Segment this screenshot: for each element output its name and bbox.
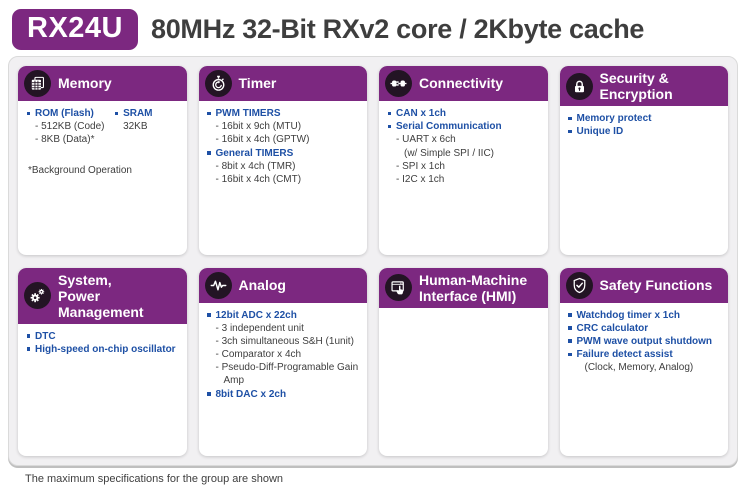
feature-item: High-speed on-chip oscillator: [25, 343, 180, 356]
card-safety-functions: Safety Functions Watchdog timer x 1ch CR…: [559, 267, 729, 456]
feature-item: Watchdog timer x 1ch: [567, 309, 722, 322]
card-body: Memory protect Unique ID: [560, 106, 729, 144]
feature-subitem: (Clock, Memory, Analog): [584, 362, 694, 374]
feature-subitem: - 8KB (Data)*: [35, 134, 95, 146]
card-title: Connectivity: [419, 75, 504, 92]
feature-subitem: - 8bit x 4ch (TMR): [215, 160, 296, 172]
card-analog: Analog 12bit ADC x 22ch - 3 independent …: [198, 267, 368, 456]
feature-subitem: - Comparator x 4ch: [215, 349, 302, 361]
memory-sram-column: SRAM 32KB: [113, 107, 179, 147]
feature-item: CRC calculator: [567, 322, 722, 335]
product-badge: RX24U: [12, 9, 138, 50]
page-title: 80MHz 32-Bit RXv2 core / 2Kbyte cache: [151, 14, 645, 44]
feature-item: CAN x 1ch: [386, 107, 541, 120]
card-title: System, Power Management: [58, 271, 144, 320]
card-system-power: System, Power Management DTC High-speed …: [18, 267, 187, 456]
gears-icon: [24, 282, 51, 310]
touch-screen-icon: [385, 274, 412, 302]
feature-subitem: (w/ Simple SPI / IIC): [404, 147, 495, 159]
feature-item: Memory protect: [567, 112, 722, 125]
feature-subitem: - 16bit x 4ch (GPTW): [215, 134, 310, 146]
card-title: Safety Functions: [599, 276, 713, 293]
card-body: PWM TIMERS - 16bit x 9ch (MTU) - 16bit x…: [199, 101, 368, 192]
card-memory: Memory ROM (Flash) - 512KB (Code) - 8KB …: [18, 66, 187, 255]
feature-subitem: - UART x 6ch: [396, 134, 456, 146]
features-panel: Memory ROM (Flash) - 512KB (Code) - 8KB …: [8, 56, 738, 466]
page-footnote: The maximum specifications for the group…: [25, 473, 284, 485]
card-safety-header: Safety Functions: [559, 267, 728, 303]
card-title: Security & Encryption: [599, 70, 673, 103]
feature-item: Serial Communication: [386, 120, 541, 133]
feature-item: Unique ID: [567, 125, 722, 138]
page-header: RX24U 80MHz 32-Bit RXv2 core / 2Kbyte ca…: [0, 0, 746, 52]
feature-item: SRAM: [113, 107, 179, 120]
card-timer-header: Timer: [198, 66, 367, 101]
feature-subitem: - SPI x 1ch: [396, 160, 445, 172]
feature-item: DTC: [25, 330, 180, 343]
feature-subitem: - 3ch simultaneous S&H (1unit): [215, 335, 354, 347]
feature-subitem: - 512KB (Code): [35, 121, 105, 133]
feature-subitem: - 16bit x 4ch (CMT): [215, 173, 302, 185]
card-security-encryption: Security & Encryption Memory protect Uni…: [559, 66, 729, 255]
memory-footnote: *Background Operation: [28, 164, 132, 176]
feature-item: General TIMERS: [206, 147, 361, 160]
card-body: CAN x 1ch Serial Communication - UART x …: [379, 101, 548, 192]
feature-subitem: - Pseudo-Diff-Programable Gain Amp: [215, 362, 359, 387]
card-analog-header: Analog: [198, 267, 367, 303]
feature-item: 12bit ADC x 22ch: [206, 309, 361, 322]
feature-subitem: - 3 independent unit: [215, 322, 304, 334]
shield-check-icon: [565, 271, 593, 299]
card-body: [379, 308, 548, 320]
feature-item: 8bit DAC x 2ch: [206, 388, 361, 401]
card-memory-header: Memory: [18, 66, 187, 101]
plug-connection-icon: [385, 70, 412, 97]
feature-subitem: - 16bit x 9ch (MTU): [215, 121, 302, 133]
card-body: ROM (Flash) - 512KB (Code) - 8KB (Data)*…: [18, 101, 187, 183]
feature-item: ROM (Flash): [25, 107, 113, 120]
card-security-header: Security & Encryption: [559, 66, 728, 107]
feature-item: PWM wave output shutdown: [567, 335, 722, 348]
card-system-power-header: System, Power Management: [18, 267, 187, 324]
card-title: Timer: [238, 75, 277, 92]
card-body: DTC High-speed on-chip oscillator: [18, 324, 187, 362]
card-connectivity-header: Connectivity: [379, 66, 548, 101]
stopwatch-icon: [204, 70, 232, 97]
feature-item: PWM TIMERS: [206, 107, 361, 120]
card-title: Memory: [58, 75, 112, 92]
card-hmi-header: Human-Machine Interface (HMI): [379, 267, 548, 308]
memory-rom-column: ROM (Flash) - 512KB (Code) - 8KB (Data)*: [25, 107, 113, 147]
memory-columns: ROM (Flash) - 512KB (Code) - 8KB (Data)*…: [25, 107, 180, 147]
card-title: Human-Machine Interface (HMI): [419, 271, 528, 304]
memory-grid-icon: [24, 70, 51, 97]
feature-item: Failure detect assist: [567, 348, 722, 361]
card-body: 12bit ADC x 22ch - 3 independent unit - …: [199, 303, 368, 407]
padlock-icon: [565, 72, 593, 100]
card-timer: Timer PWM TIMERS - 16bit x 9ch (MTU) - 1…: [198, 66, 368, 255]
feature-subitem: - I2C x 1ch: [396, 173, 445, 185]
feature-subitem: 32KB: [123, 121, 148, 133]
waveform-icon: [204, 271, 232, 299]
card-body: Watchdog timer x 1ch CRC calculator PWM …: [560, 303, 729, 381]
card-connectivity: Connectivity CAN x 1ch Serial Communicat…: [379, 66, 548, 255]
card-title: Analog: [238, 276, 286, 293]
card-hmi: Human-Machine Interface (HMI): [379, 267, 548, 456]
